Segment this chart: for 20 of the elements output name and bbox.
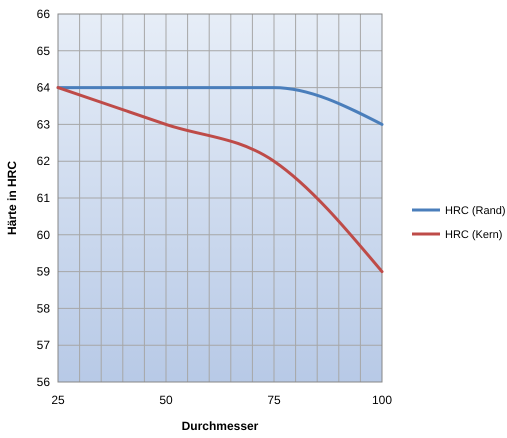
legend-label: HRC (Kern) [445, 229, 502, 241]
legend-label: HRC (Rand) [445, 205, 506, 217]
x-tick-label: 75 [267, 393, 281, 407]
y-tick-label: 59 [36, 264, 50, 279]
line-series [56, 86, 384, 274]
y-tick-label: 58 [36, 301, 50, 316]
y-tick-label: 60 [36, 228, 50, 242]
y-tick-label: 64 [36, 80, 50, 95]
y-tick-label: 61 [36, 191, 50, 205]
y-tick-label: 65 [36, 44, 50, 58]
x-tick-label: 100 [372, 393, 392, 407]
y-tick-label: 62 [36, 154, 50, 168]
y-tick-label: 66 [36, 7, 50, 21]
y-axis-title: Härte in HRC [5, 160, 19, 236]
x-axis-title: Durchmesser [182, 419, 259, 433]
y-tick-label: 63 [36, 117, 50, 132]
y-tick-label: 56 [36, 375, 50, 389]
x-tick-label: 25 [51, 393, 65, 407]
y-tick-label: 57 [36, 338, 50, 352]
x-tick-label: 50 [159, 393, 173, 407]
